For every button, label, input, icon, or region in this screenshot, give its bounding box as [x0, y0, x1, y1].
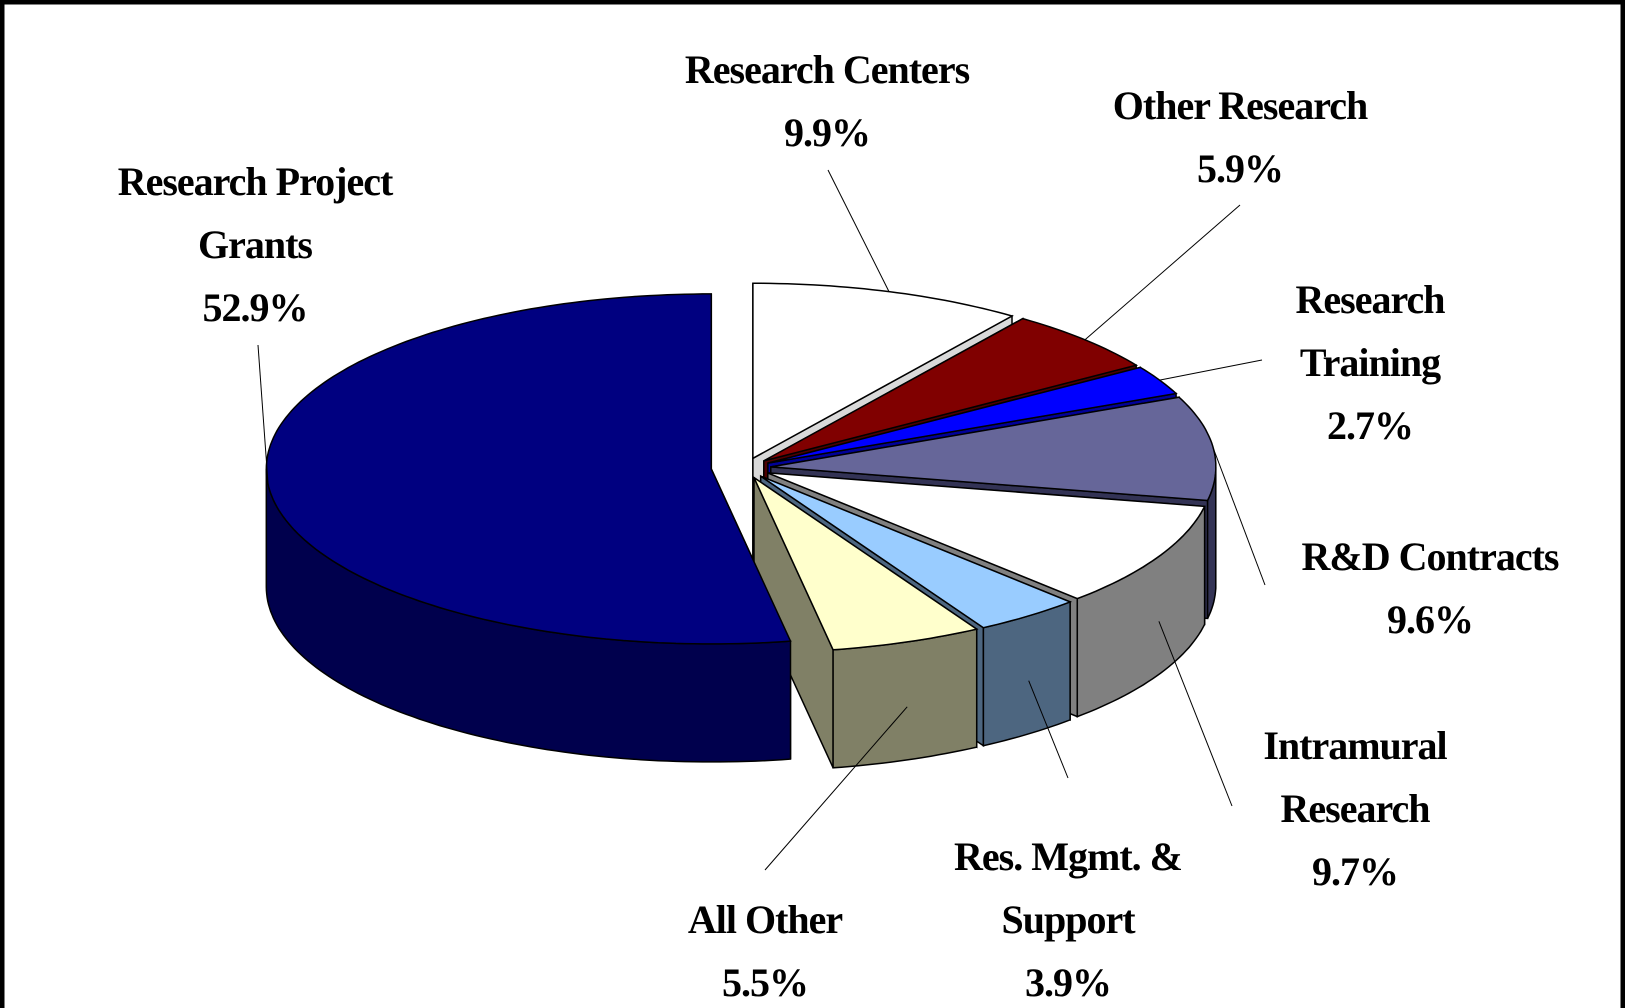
leader-line: [1028, 680, 1069, 779]
category-label: Res. Mgmt. & Support: [954, 834, 1183, 942]
value-label: 9.6%: [1387, 597, 1474, 642]
category-label: Other Research: [1112, 83, 1368, 128]
category-label: All Other: [687, 897, 843, 942]
category-label: Research Training: [1295, 277, 1446, 385]
slice-label: Res. Mgmt. & Support 3.9%: [928, 825, 1208, 1008]
leader-line: [1212, 447, 1266, 586]
leader-line: [1084, 204, 1241, 341]
value-label: 3.9%: [1025, 960, 1112, 1005]
category-label: Intramural Research: [1263, 723, 1447, 831]
category-label: Research Project Grants: [117, 159, 394, 267]
value-label: 9.9%: [784, 110, 871, 155]
slice-label: Other Research 5.9%: [1080, 74, 1400, 200]
value-label: 9.7%: [1312, 849, 1399, 894]
slice-label: All Other 5.5%: [655, 888, 875, 1008]
leader-line: [1159, 359, 1263, 381]
leader-line: [1158, 621, 1233, 807]
value-label: 5.9%: [1197, 146, 1284, 191]
leader-line: [764, 706, 908, 871]
slice-label: Research Centers 9.9%: [647, 38, 1007, 164]
slice: [767, 366, 1178, 464]
value-label: 2.7%: [1327, 403, 1414, 448]
leader-line: [827, 169, 890, 292]
slice-label: Research Training 2.7%: [1260, 268, 1480, 457]
slice-side: [832, 628, 978, 769]
slice-label: Intramural Research 9.7%: [1235, 714, 1475, 903]
category-label: R&D Contracts: [1301, 534, 1560, 579]
slice: [760, 475, 1073, 629]
slice-label: R&D Contracts 9.6%: [1270, 525, 1590, 651]
category-label: Research Centers: [684, 47, 970, 92]
slice-label: Research Project Grants 52.9%: [85, 150, 425, 339]
slice: [265, 293, 792, 645]
value-label: 52.9%: [202, 285, 309, 330]
slice: [752, 475, 979, 651]
value-label: 5.5%: [722, 960, 809, 1005]
slice: [763, 317, 1139, 462]
slice: [767, 472, 1206, 600]
leader-line: [257, 344, 269, 485]
